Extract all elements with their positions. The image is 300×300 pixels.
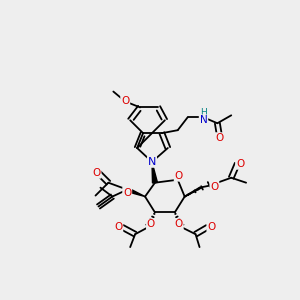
Text: O: O [210, 182, 218, 192]
Polygon shape [127, 188, 145, 197]
Polygon shape [152, 162, 158, 183]
Text: O: O [207, 222, 216, 232]
Text: N: N [200, 115, 207, 125]
Text: O: O [92, 168, 101, 178]
Text: H: H [200, 108, 207, 117]
Text: O: O [114, 222, 122, 232]
Text: O: O [175, 219, 183, 229]
Text: O: O [147, 219, 155, 229]
Text: O: O [123, 188, 131, 198]
Text: O: O [121, 97, 129, 106]
Text: O: O [215, 133, 224, 143]
Text: N: N [148, 157, 156, 167]
Text: O: O [175, 171, 183, 181]
Text: O: O [236, 159, 244, 169]
